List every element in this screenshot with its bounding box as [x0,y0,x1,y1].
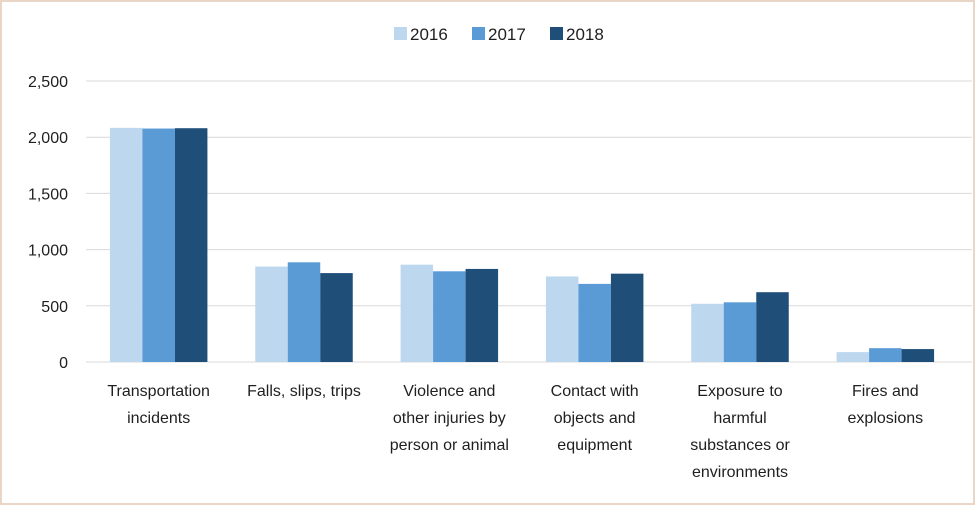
y-tick-label: 1,000 [28,243,68,260]
category-label: Falls, slips, trips [247,383,361,400]
bar-2018 [756,292,789,362]
y-tick-label: 0 [59,355,68,372]
bar-2018 [174,128,208,362]
bar-2016 [400,264,434,362]
bar-2016 [109,127,143,363]
y-tick-label: 2,500 [28,74,68,91]
bar-2018 [610,273,644,362]
category-label: incidents [127,410,190,427]
bar-2016 [255,266,288,362]
bar-2017 [723,302,757,362]
y-tick-label: 1,500 [28,186,68,203]
legend-swatch-2017 [472,27,485,40]
category-label: Exposure to [697,383,782,400]
bar-2018 [901,349,935,362]
legend-swatch-2018 [550,27,563,40]
bar-2017 [142,128,175,362]
bar-2016 [545,276,579,362]
bar-2016 [691,303,724,362]
y-tick-label: 500 [41,299,68,316]
bar-2018 [465,268,499,362]
bar-2016 [836,352,870,362]
legend-label: 2016 [410,25,448,44]
category-label: Fires and [852,383,919,400]
category-label: Transportation [107,383,210,400]
category-label: equipment [557,437,632,454]
bar-2017 [433,271,466,362]
category-label: Contact with [551,383,639,400]
legend-label: 2017 [488,25,526,44]
category-label: other injuries by [393,410,506,427]
bar-2017 [287,262,321,362]
bar-2017 [578,283,611,362]
category-label: Violence and [403,383,495,400]
category-label: explosions [848,410,924,427]
y-tick-label: 2,000 [28,130,68,147]
category-label: substances or [690,437,790,454]
bar-2017 [869,348,902,362]
category-label: person or animal [390,437,509,454]
legend-swatch-2016 [394,27,407,40]
legend-label: 2018 [566,25,604,44]
category-label: harmful [713,410,766,427]
category-label: environments [692,464,788,481]
bar-2018 [320,273,353,362]
category-label: objects and [554,410,636,427]
